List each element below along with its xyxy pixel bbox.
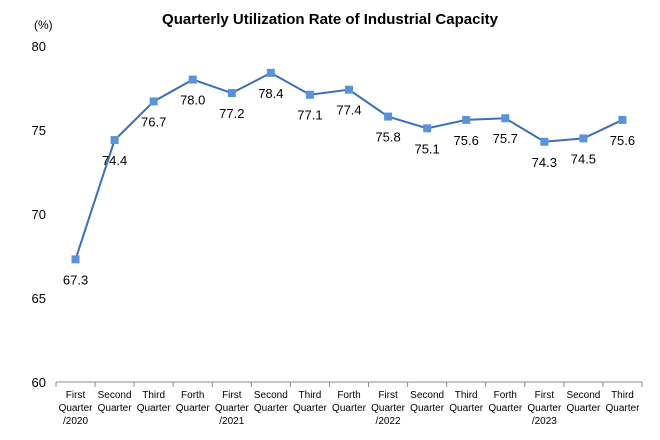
x-tick-label: Third Quarter bbox=[449, 390, 484, 414]
data-label: 75.1 bbox=[414, 141, 439, 156]
data-point-marker bbox=[188, 75, 197, 84]
data-point-marker bbox=[384, 112, 393, 121]
y-tick-label: 70 bbox=[32, 207, 46, 222]
y-tick-label: 80 bbox=[32, 39, 46, 54]
data-label: 75.8 bbox=[375, 130, 400, 145]
data-label: 77.1 bbox=[297, 108, 322, 123]
data-point-marker bbox=[266, 68, 275, 77]
x-tick-label: First Quarter/2020 bbox=[59, 390, 94, 427]
x-tick-label: Forth Quarter bbox=[488, 390, 523, 414]
series-markers bbox=[71, 68, 627, 264]
x-tick-label: Second Quarter bbox=[254, 390, 289, 414]
y-tick-label: 65 bbox=[32, 291, 46, 306]
x-tick-label: Forth Quarter bbox=[176, 390, 211, 414]
data-point-marker bbox=[110, 136, 119, 145]
data-label: 75.6 bbox=[454, 133, 479, 148]
data-point-marker bbox=[305, 90, 314, 99]
x-tick-label: Third Quarter bbox=[606, 390, 641, 414]
data-label: 76.7 bbox=[141, 114, 166, 129]
data-label: 77.2 bbox=[219, 106, 244, 121]
data-label: 77.4 bbox=[336, 103, 361, 118]
x-tick-label: First Quarter/2021 bbox=[215, 390, 250, 427]
data-point-marker bbox=[423, 124, 432, 133]
data-point-marker bbox=[345, 85, 353, 94]
x-tick-label: Third Quarter bbox=[137, 390, 172, 414]
data-label: 74.4 bbox=[102, 153, 127, 168]
x-tick-label: Second Quarter bbox=[98, 390, 133, 414]
data-labels: 67.3 74.4 76.7 78.0 77.2 78.4 77.1 77.4 75.8 75.1… bbox=[63, 86, 635, 287]
y-tick-label: 60 bbox=[32, 375, 46, 390]
data-point-marker bbox=[618, 115, 627, 124]
data-point-marker bbox=[540, 137, 549, 146]
data-label: 78.4 bbox=[258, 86, 283, 101]
x-tick-label: First Quarter/2023 bbox=[527, 390, 562, 427]
data-point-marker bbox=[149, 97, 158, 106]
data-label: 75.6 bbox=[610, 133, 635, 148]
y-tick-label: 75 bbox=[32, 123, 46, 138]
x-tick-label: Second Quarter bbox=[410, 390, 445, 414]
data-point-marker bbox=[227, 89, 236, 98]
chart-title: Quarterly Utilization Rate of Industrial… bbox=[162, 11, 499, 28]
data-label: 74.5 bbox=[571, 151, 596, 166]
y-axis-unit-label: (%) bbox=[34, 18, 53, 32]
data-point-marker bbox=[462, 115, 471, 124]
data-label: 67.3 bbox=[63, 272, 88, 287]
y-axis-ticks: 60 65 70 75 80 bbox=[32, 39, 46, 390]
data-point-marker bbox=[501, 114, 510, 123]
data-point-marker bbox=[71, 255, 80, 264]
data-label: 75.7 bbox=[493, 131, 518, 146]
data-label: 78.0 bbox=[180, 93, 205, 108]
x-tick-label: Second Quarter bbox=[566, 390, 601, 414]
x-tick-label: Forth Quarter bbox=[332, 390, 367, 414]
data-point-marker bbox=[579, 134, 588, 143]
x-tick-label: First Quarter/2022 bbox=[371, 390, 406, 427]
data-label: 74.3 bbox=[532, 155, 557, 170]
x-tick-label: Third Quarter bbox=[293, 390, 328, 414]
